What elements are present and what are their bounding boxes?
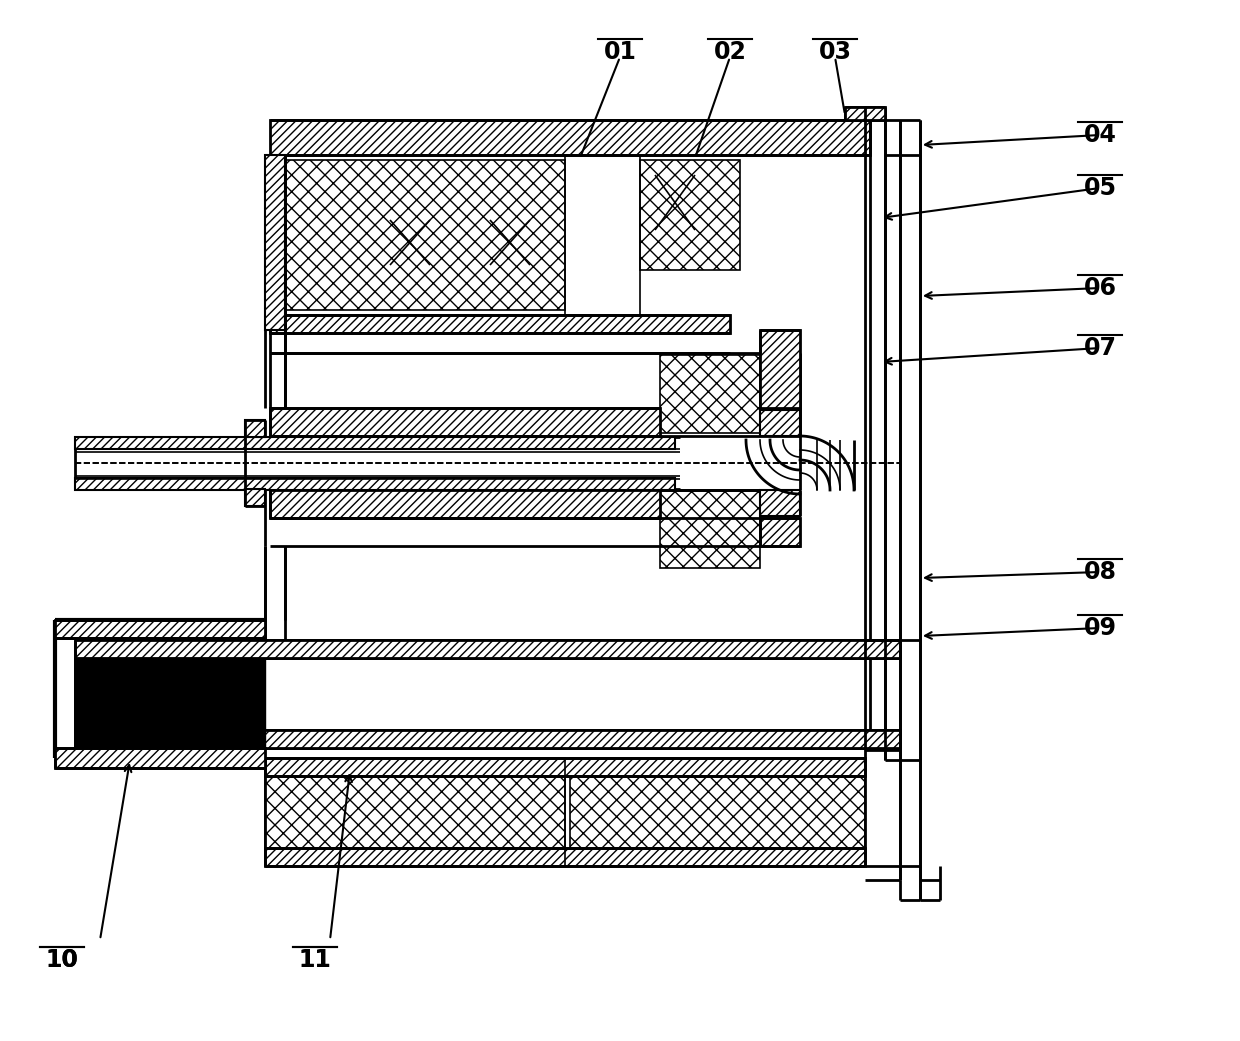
Bar bbox=[760, 330, 800, 408]
Bar bbox=[246, 420, 265, 437]
Bar bbox=[760, 410, 800, 436]
Bar bbox=[270, 490, 660, 518]
Text: 06: 06 bbox=[1084, 276, 1116, 300]
Text: 11: 11 bbox=[299, 948, 331, 972]
Text: 09: 09 bbox=[1084, 616, 1116, 640]
Bar bbox=[55, 620, 265, 638]
Text: 02: 02 bbox=[713, 40, 746, 64]
Bar bbox=[265, 758, 565, 866]
Bar bbox=[270, 120, 870, 155]
Bar bbox=[660, 490, 760, 568]
Bar bbox=[660, 355, 760, 433]
Bar bbox=[760, 490, 800, 516]
Text: 10: 10 bbox=[46, 948, 78, 972]
Text: 08: 08 bbox=[1084, 560, 1116, 584]
Bar bbox=[760, 518, 800, 545]
Bar bbox=[74, 478, 675, 490]
Text: 04: 04 bbox=[1084, 123, 1116, 147]
Bar bbox=[265, 848, 866, 866]
Bar bbox=[74, 730, 900, 748]
Text: 11: 11 bbox=[299, 948, 331, 972]
Bar bbox=[265, 758, 866, 776]
Bar bbox=[246, 489, 265, 506]
Polygon shape bbox=[74, 658, 265, 748]
Bar bbox=[270, 160, 565, 310]
Text: 10: 10 bbox=[46, 948, 78, 972]
Bar bbox=[265, 155, 285, 330]
Text: 07: 07 bbox=[1084, 336, 1116, 360]
Bar bbox=[844, 107, 870, 120]
Bar bbox=[270, 315, 730, 333]
Text: 01: 01 bbox=[604, 40, 636, 64]
Bar bbox=[640, 160, 740, 270]
Bar bbox=[55, 748, 265, 768]
Text: 05: 05 bbox=[1084, 176, 1116, 200]
Text: 03: 03 bbox=[818, 40, 852, 64]
Bar bbox=[74, 437, 675, 449]
Bar bbox=[866, 107, 885, 120]
Bar bbox=[74, 640, 900, 658]
Bar bbox=[570, 758, 866, 866]
Bar bbox=[270, 408, 660, 436]
